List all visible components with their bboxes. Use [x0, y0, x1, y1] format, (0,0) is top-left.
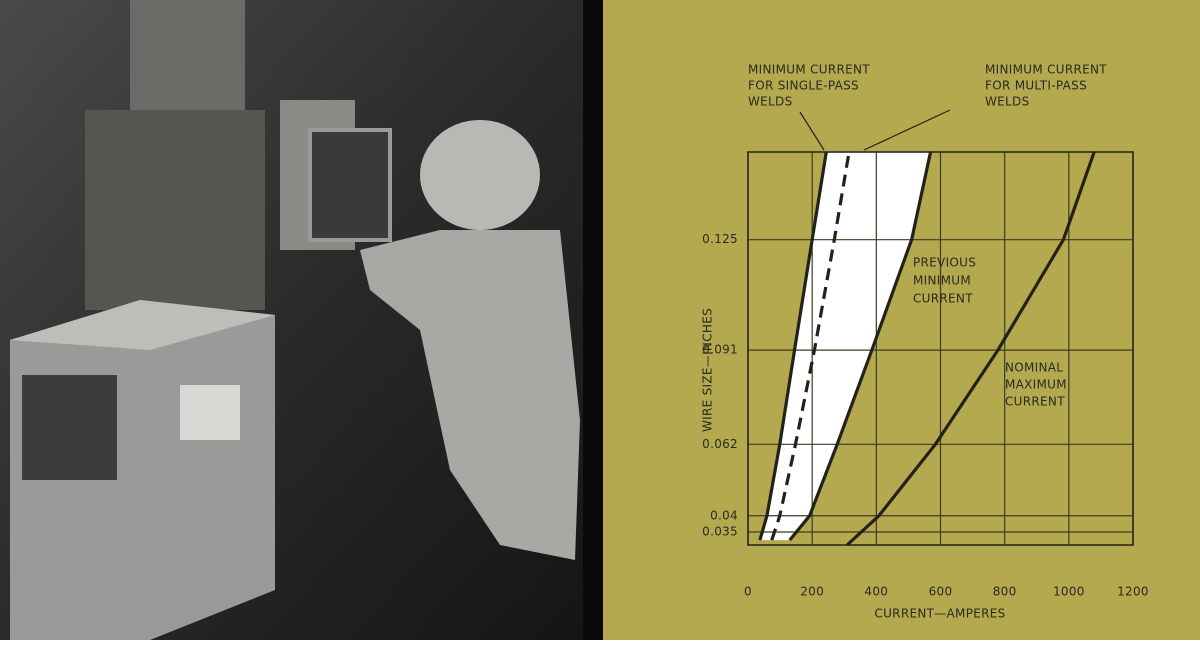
y-tick-label: 0.04	[710, 508, 738, 522]
y-tick-label: 0.062	[702, 437, 738, 451]
x-tick-label: 400	[864, 585, 888, 599]
annotation: FOR SINGLE-PASS	[748, 79, 859, 93]
x-tick-label: 0	[744, 585, 752, 599]
annotation: PREVIOUS	[913, 256, 976, 270]
annotation: WELDS	[985, 95, 1030, 109]
x-tick-label: 800	[993, 585, 1017, 599]
annotation: MAXIMUM	[1005, 378, 1067, 392]
annotation: MINIMUM	[913, 274, 971, 288]
x-tick-label: 1000	[1053, 585, 1085, 599]
annotation: WELDS	[748, 95, 793, 109]
annotation: FOR MULTI-PASS	[985, 79, 1087, 93]
annotation: MINIMUM CURRENT	[748, 63, 870, 77]
annotation: CURRENT	[1005, 395, 1065, 409]
x-tick-label: 200	[800, 585, 824, 599]
annotation: NOMINAL	[1005, 361, 1063, 375]
chart-background	[603, 0, 1200, 640]
y-tick-label: 0.125	[702, 232, 738, 246]
x-tick-label: 600	[929, 585, 953, 599]
x-tick-label: 1200	[1117, 585, 1149, 599]
x-axis-label: CURRENT—AMPERES	[874, 607, 1005, 621]
y-tick-label: 0.091	[702, 343, 738, 357]
photo	[0, 0, 603, 640]
page: {"chart_data": {"type": "line", "xlabel"…	[0, 0, 1200, 651]
figure: MINIMUM CURRENT FOR SINGLE-PASS WELDS MI…	[0, 0, 1200, 651]
annotation: CURRENT	[913, 292, 973, 306]
annotation: MINIMUM CURRENT	[985, 63, 1107, 77]
y-axis-label: WIRE SIZE—INCHES	[701, 308, 715, 432]
y-tick-label: 0.035	[702, 525, 738, 539]
